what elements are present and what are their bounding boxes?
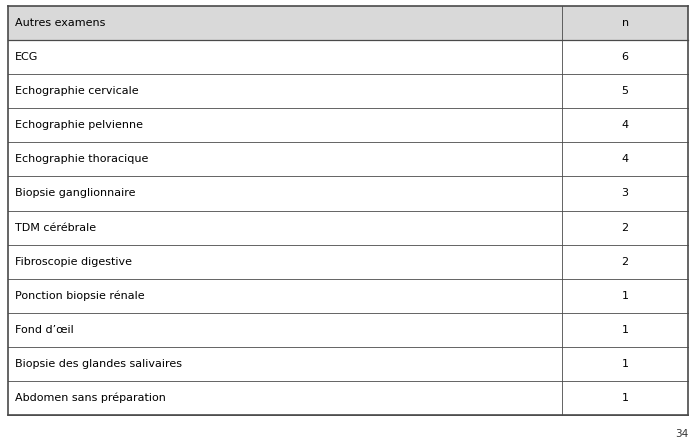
Text: Biopsie des glandes salivaires: Biopsie des glandes salivaires bbox=[15, 359, 182, 369]
Text: 1: 1 bbox=[622, 359, 628, 369]
Text: 3: 3 bbox=[622, 189, 628, 198]
Bar bbox=[8, 347, 562, 381]
Bar bbox=[8, 74, 562, 108]
Text: 5: 5 bbox=[622, 86, 628, 96]
Bar bbox=[562, 142, 688, 177]
Bar bbox=[562, 347, 688, 381]
Text: Autres examens: Autres examens bbox=[15, 18, 105, 28]
Bar bbox=[8, 6, 562, 40]
Bar bbox=[562, 40, 688, 74]
Text: 6: 6 bbox=[622, 52, 628, 62]
Text: Ponction biopsie rénale: Ponction biopsie rénale bbox=[15, 291, 145, 301]
Text: 34: 34 bbox=[674, 429, 688, 439]
Bar bbox=[8, 211, 562, 245]
Text: Echographie thoracique: Echographie thoracique bbox=[15, 154, 148, 164]
Text: Biopsie ganglionnaire: Biopsie ganglionnaire bbox=[15, 189, 136, 198]
Bar bbox=[562, 313, 688, 347]
Bar bbox=[562, 6, 688, 40]
Bar bbox=[562, 381, 688, 415]
Text: 2: 2 bbox=[622, 223, 628, 232]
Text: TDM cérébrale: TDM cérébrale bbox=[15, 223, 96, 232]
Text: Echographie pelvienne: Echographie pelvienne bbox=[15, 120, 143, 130]
Text: Fond d’œil: Fond d’œil bbox=[15, 325, 74, 335]
Text: 1: 1 bbox=[622, 393, 628, 403]
Bar bbox=[8, 40, 562, 74]
Text: 4: 4 bbox=[622, 154, 628, 164]
Text: 2: 2 bbox=[622, 257, 628, 266]
Text: 4: 4 bbox=[622, 120, 628, 130]
Bar bbox=[8, 245, 562, 278]
Bar bbox=[562, 211, 688, 245]
Bar bbox=[562, 177, 688, 211]
Bar bbox=[562, 108, 688, 142]
Bar bbox=[8, 142, 562, 177]
Text: Echographie cervicale: Echographie cervicale bbox=[15, 86, 139, 96]
Text: 1: 1 bbox=[622, 325, 628, 335]
Bar bbox=[8, 177, 562, 211]
Bar bbox=[562, 74, 688, 108]
Text: ECG: ECG bbox=[15, 52, 38, 62]
Bar bbox=[562, 278, 688, 313]
Bar bbox=[8, 381, 562, 415]
Bar bbox=[8, 108, 562, 142]
Bar bbox=[562, 245, 688, 278]
Text: n: n bbox=[622, 18, 628, 28]
Bar bbox=[8, 278, 562, 313]
Text: Abdomen sans préparation: Abdomen sans préparation bbox=[15, 393, 166, 403]
Text: 1: 1 bbox=[622, 291, 628, 301]
Text: Fibroscopie digestive: Fibroscopie digestive bbox=[15, 257, 132, 266]
Bar bbox=[8, 313, 562, 347]
